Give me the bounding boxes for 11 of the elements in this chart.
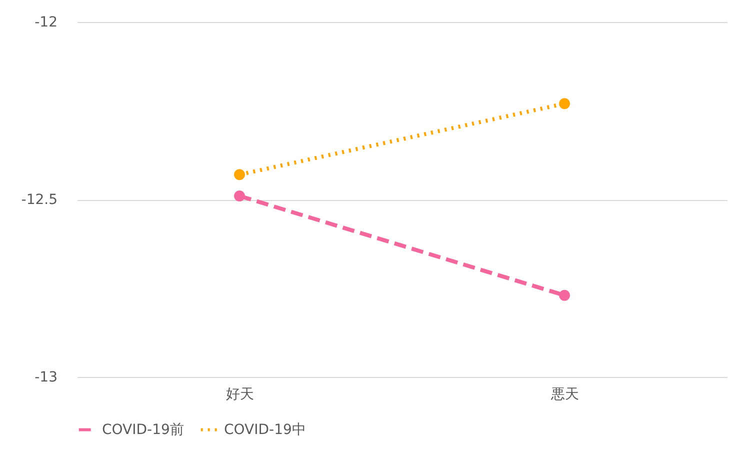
x-tick-label: 悪天 <box>550 386 579 402</box>
y-tick-label: -12.5 <box>21 192 58 208</box>
point <box>234 190 245 202</box>
legend-label: COVID-19中 <box>224 422 306 438</box>
legend-label: COVID-19前 <box>102 422 184 438</box>
x-tick-label: 好天 <box>226 386 254 402</box>
point <box>559 290 570 301</box>
y-tick-label: -12 <box>34 14 58 30</box>
point <box>234 169 245 180</box>
y-tick-label: -13 <box>34 370 58 386</box>
point <box>559 98 570 110</box>
